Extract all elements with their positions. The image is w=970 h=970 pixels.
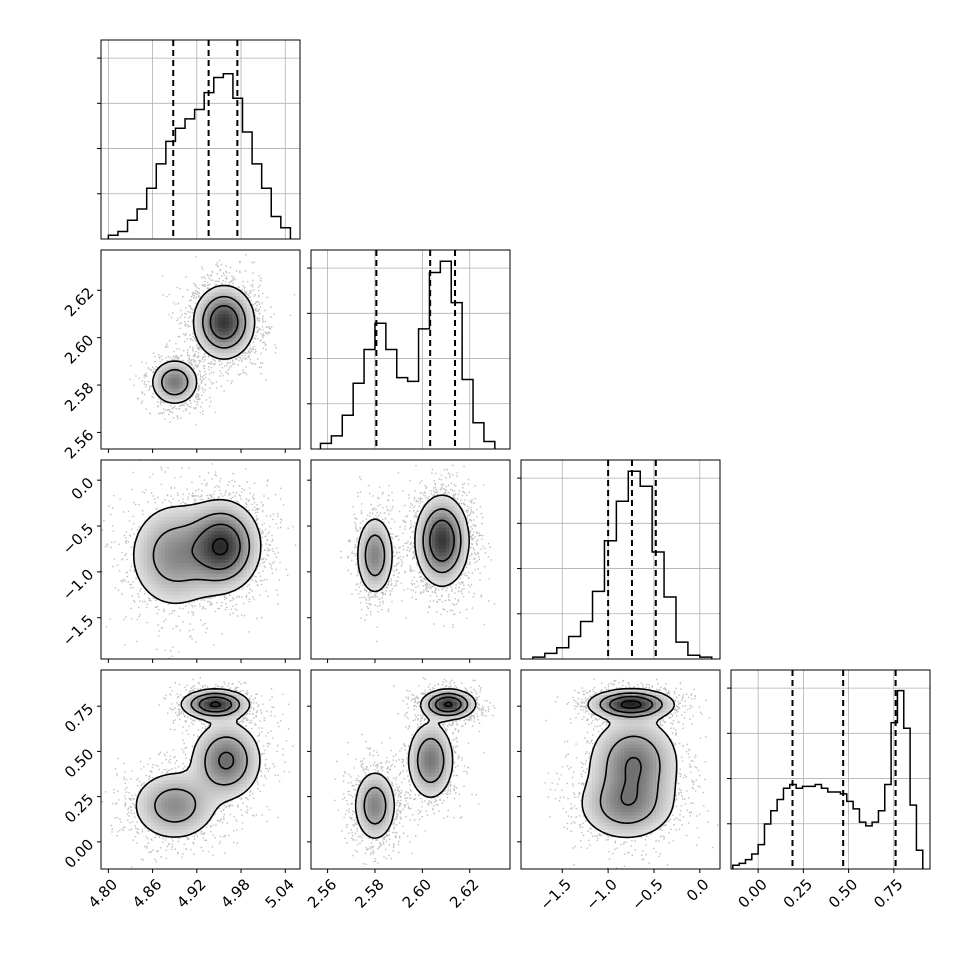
y-tick-label: 2.56	[61, 426, 97, 462]
x-tick-label: −0.5	[628, 875, 666, 913]
scatter-panel-p0-p1	[97, 249, 301, 453]
y-tick-label: 2.62	[61, 284, 97, 320]
contour-level-3	[620, 700, 643, 709]
y-tick-label: 0.00	[61, 835, 97, 871]
contour-level-3	[212, 537, 229, 556]
y-tick-label: 0.50	[61, 745, 97, 781]
panel-frame	[100, 39, 301, 240]
contour-level-0	[354, 688, 477, 840]
grid-lines	[731, 670, 930, 869]
x-tick-label: 2.56	[304, 875, 340, 911]
panel-frame	[310, 669, 511, 870]
x-tick-label: 2.58	[351, 875, 387, 911]
x-tick-label: 4.98	[217, 875, 253, 911]
panel-frame	[310, 459, 511, 660]
y-tick-label: 0.0	[68, 474, 98, 504]
contour-level-2	[608, 695, 654, 806]
hist-panel-p3	[727, 669, 931, 870]
contour-level-3	[209, 701, 222, 708]
panel-frame	[730, 669, 931, 870]
x-tick-label: 4.80	[85, 875, 121, 911]
histogram-p3	[732, 689, 924, 869]
scatter-panel-p0-p3	[97, 669, 301, 873]
contour-level-1	[152, 512, 251, 582]
x-tick-label: −1.5	[537, 875, 575, 913]
contour-level-2	[434, 696, 462, 713]
panel-frame	[310, 249, 511, 450]
panel-frame	[100, 249, 301, 450]
grid-lines	[311, 250, 510, 449]
x-tick-label: 4.92	[173, 875, 209, 911]
y-tick-label: 0.25	[61, 790, 97, 826]
density-fill	[581, 687, 678, 838]
x-tick-label: 0.75	[870, 875, 906, 911]
contour-level-2	[209, 304, 239, 340]
scatter-panel-p0-p2	[97, 459, 301, 663]
x-tick-label: 2.62	[446, 875, 482, 911]
y-tick-label: 0.75	[61, 700, 97, 736]
scatter-panel-p1-p2	[307, 459, 511, 663]
contour-level-1	[363, 692, 469, 825]
panel-frame	[520, 459, 721, 660]
contour-level-0	[581, 687, 678, 839]
histogram-p0	[107, 73, 292, 239]
panel-frame	[100, 669, 301, 870]
y-tick-label: −0.5	[59, 520, 97, 558]
contour-level-1	[160, 295, 247, 396]
contour-level-2	[429, 519, 455, 562]
hist-panel-p0	[97, 39, 301, 240]
scatter-panel-p2-p3	[517, 669, 721, 873]
x-tick-label: −1.0	[582, 875, 620, 913]
x-tick-label: 2.60	[399, 875, 435, 911]
grid-lines	[101, 40, 300, 239]
y-tick-label: −1.5	[59, 611, 97, 649]
panel-frame	[100, 459, 301, 660]
histogram-p2	[532, 470, 713, 659]
contour-level-3	[443, 701, 453, 708]
x-tick-label: 0.50	[825, 875, 861, 911]
scatter-panel-p1-p3	[307, 669, 511, 873]
contour-level-0	[135, 688, 261, 838]
contour-level-0	[132, 498, 262, 605]
x-tick-label: 0.0	[683, 875, 713, 905]
contour-level-1	[364, 508, 462, 577]
contour-level-0	[357, 494, 470, 593]
hist-panel-p2	[517, 459, 721, 660]
hist-panel-p1	[307, 249, 511, 450]
contour-level-0	[151, 284, 256, 405]
contour-level-2	[191, 523, 241, 571]
contour-level-1	[154, 692, 248, 823]
x-tick-label: 0.00	[735, 875, 771, 911]
contour-level-2	[198, 696, 235, 770]
scatter-points	[334, 677, 496, 865]
histogram-p1	[319, 260, 496, 449]
panel-frame	[520, 669, 721, 870]
x-tick-label: 5.04	[262, 875, 298, 911]
contour-level-1	[599, 692, 663, 824]
grid-lines	[521, 460, 720, 659]
y-tick-label: 2.58	[61, 379, 97, 415]
y-tick-label: −1.0	[59, 566, 97, 604]
x-tick-label: 4.86	[129, 875, 165, 911]
y-tick-label: 2.60	[61, 331, 97, 367]
x-tick-label: 0.25	[780, 875, 816, 911]
